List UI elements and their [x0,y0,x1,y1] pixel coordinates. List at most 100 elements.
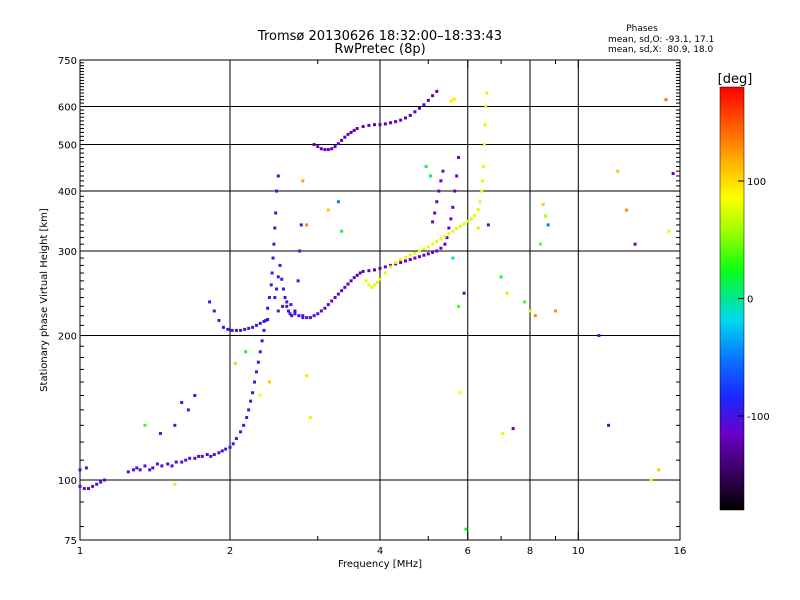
data-point [293,309,297,313]
data-point [243,327,247,331]
x-axis-label: Frequency [MHz] [338,559,422,570]
data-point [616,169,620,173]
data-point [283,296,287,300]
data-point [91,484,95,488]
data-point [426,245,430,249]
data-point [336,142,340,146]
data-point [447,226,451,230]
data-point [408,258,412,262]
data-point [233,361,237,365]
data-point [370,285,374,289]
data-point [266,306,270,310]
data-point [160,464,164,468]
data-point [86,487,90,491]
data-point [505,291,509,295]
data-point [462,222,466,226]
data-point [375,280,379,284]
chart-title: Tromsø 20130626 18:32:00–18:33:43 [257,29,502,44]
data-point [458,391,462,395]
data-point [275,189,279,193]
data-point [435,240,439,244]
data-point [367,123,371,127]
data-point [355,273,359,277]
data-point [346,282,350,286]
data-point [340,229,344,233]
data-point [340,289,344,293]
data-point [523,300,527,304]
data-point [174,460,178,464]
data-point [247,326,251,330]
data-point [212,309,216,313]
data-point [239,328,243,332]
data-point [267,380,271,384]
data-point [422,253,426,257]
data-point [352,276,356,280]
data-point [212,453,216,457]
data-point [501,432,505,436]
data-point [480,189,484,193]
data-point [451,98,455,102]
data-point [480,179,484,183]
data-point [422,103,426,107]
x-tick-label: 4 [377,546,383,557]
data-point [188,456,192,460]
data-point [439,237,443,241]
data-point [333,145,337,149]
data-point [378,123,382,127]
data-point [373,283,377,287]
data-point [394,120,398,124]
data-point [293,312,297,316]
data-point [278,263,282,267]
data-point [138,468,142,472]
data-point [258,394,262,398]
data-point [378,266,382,270]
data-point [205,453,209,457]
data-point [158,432,162,436]
data-point [285,300,289,304]
data-point [451,205,455,209]
data-point [221,325,225,329]
data-point [541,202,545,206]
data-point [226,327,230,331]
y-tick-label: 300 [58,247,77,258]
data-point [217,451,221,455]
data-point [316,312,320,316]
data-point [99,480,103,484]
data-point [251,325,255,329]
data-point [355,126,359,130]
data-point [272,242,276,246]
data-point [469,217,473,221]
data-point [298,249,302,253]
data-point [78,484,82,488]
data-point [343,285,347,289]
data-point [312,314,316,318]
data-point [364,279,368,283]
data-point [312,143,316,147]
data-point [151,466,155,470]
x-tick-label: 2 [227,546,233,557]
data-point [336,292,340,296]
data-point [316,145,320,149]
data-point [482,143,486,147]
data-point [358,271,362,275]
data-point [649,478,653,482]
data-point [383,271,387,275]
data-point [457,304,461,308]
data-points [78,89,675,531]
data-point [305,374,309,378]
data-point [262,328,266,332]
data-point [308,316,312,320]
data-point [173,482,177,486]
data-point [383,265,387,269]
data-point [244,350,248,354]
data-point [473,213,477,217]
data-point [319,309,323,313]
data-point [373,268,377,272]
data-point [464,527,468,531]
data-point [346,132,350,136]
data-point [511,427,515,431]
data-point [305,316,309,320]
data-point [319,147,323,151]
data-point [270,271,274,275]
data-point [308,415,312,419]
